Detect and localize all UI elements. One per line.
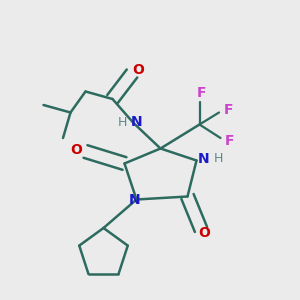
Text: F: F	[196, 86, 206, 100]
Text: H: H	[117, 116, 127, 129]
Text: H: H	[213, 152, 223, 166]
Text: N: N	[129, 194, 141, 207]
Text: O: O	[70, 143, 82, 157]
Text: N: N	[197, 152, 209, 166]
Text: F: F	[225, 134, 234, 148]
Text: O: O	[199, 226, 211, 240]
Text: N: N	[131, 115, 142, 129]
Text: F: F	[224, 103, 233, 117]
Text: O: O	[133, 63, 145, 76]
